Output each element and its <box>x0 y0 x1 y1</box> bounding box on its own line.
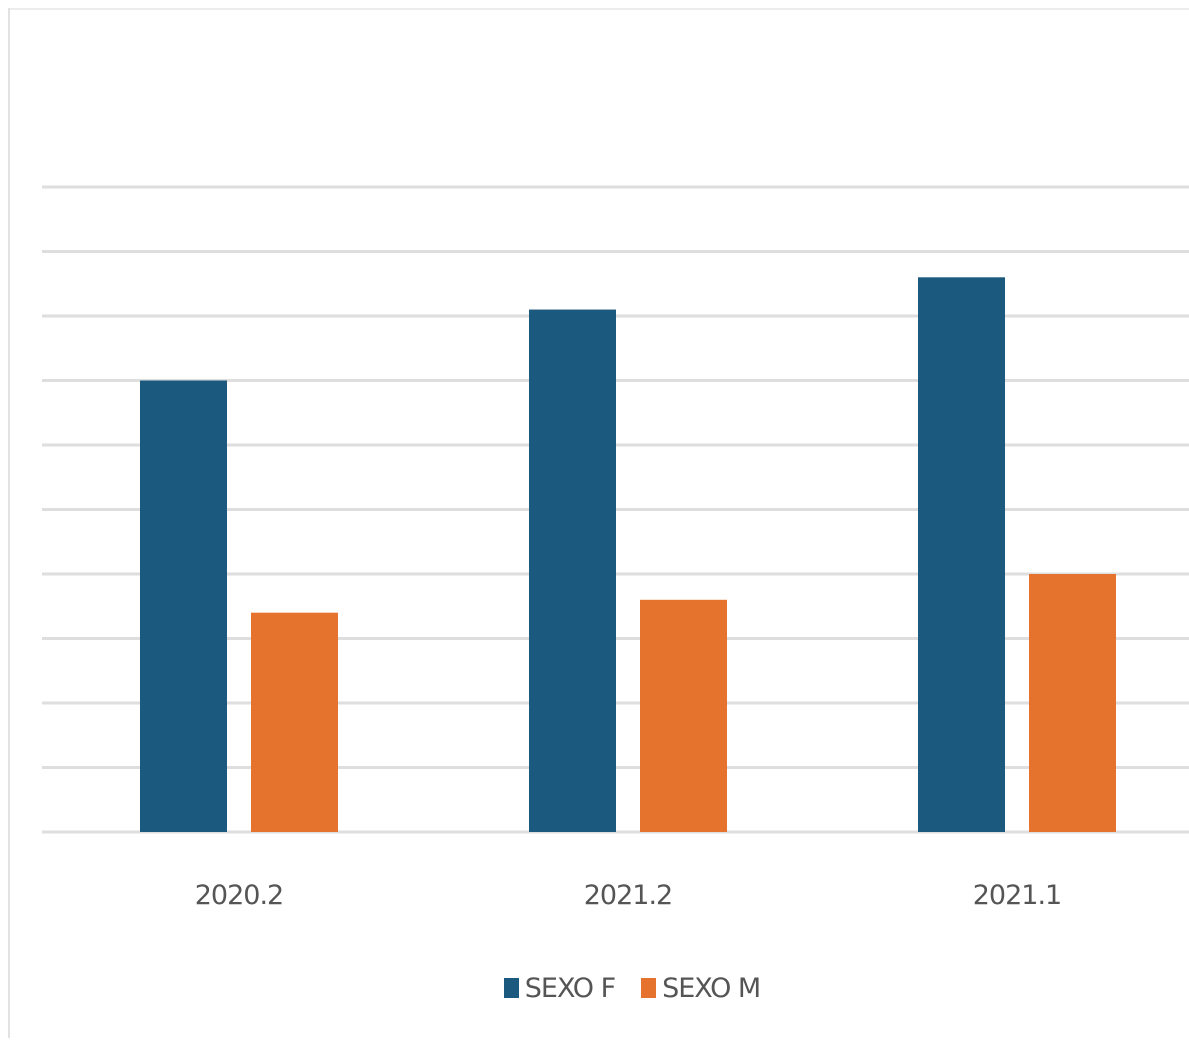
bar-sexo-f-2020.2 <box>140 380 227 832</box>
bar-sexo-m-2020.2 <box>251 612 338 832</box>
x-axis-labels: 2020.2 2021.2 2021.1 <box>195 880 1062 911</box>
legend: SEXO F SEXO M <box>0 966 1189 1010</box>
bars <box>140 277 1116 832</box>
x-tick-label: 2020.2 <box>195 880 283 911</box>
bar-sexo-f-2021.2 <box>529 309 616 832</box>
chart-frame-top-border <box>8 8 1189 10</box>
bar-sexo-m-2021.2 <box>640 599 727 832</box>
x-tick-label: 2021.1 <box>973 880 1061 911</box>
x-tick-label: 2021.2 <box>584 880 672 911</box>
legend-item-sexo-f: SEXO F <box>503 972 616 1004</box>
legend-swatch-sexo-f <box>503 978 519 998</box>
legend-label-sexo-m: SEXO M <box>662 972 761 1004</box>
legend-swatch-sexo-m <box>641 978 657 998</box>
chart-frame-left-border <box>8 8 10 1038</box>
bar-sexo-f-2021.1 <box>918 277 1005 832</box>
bar-sexo-m-2021.1 <box>1029 574 1116 832</box>
legend-item-sexo-m: SEXO M <box>641 972 761 1004</box>
legend-label-sexo-f: SEXO F <box>524 972 616 1004</box>
